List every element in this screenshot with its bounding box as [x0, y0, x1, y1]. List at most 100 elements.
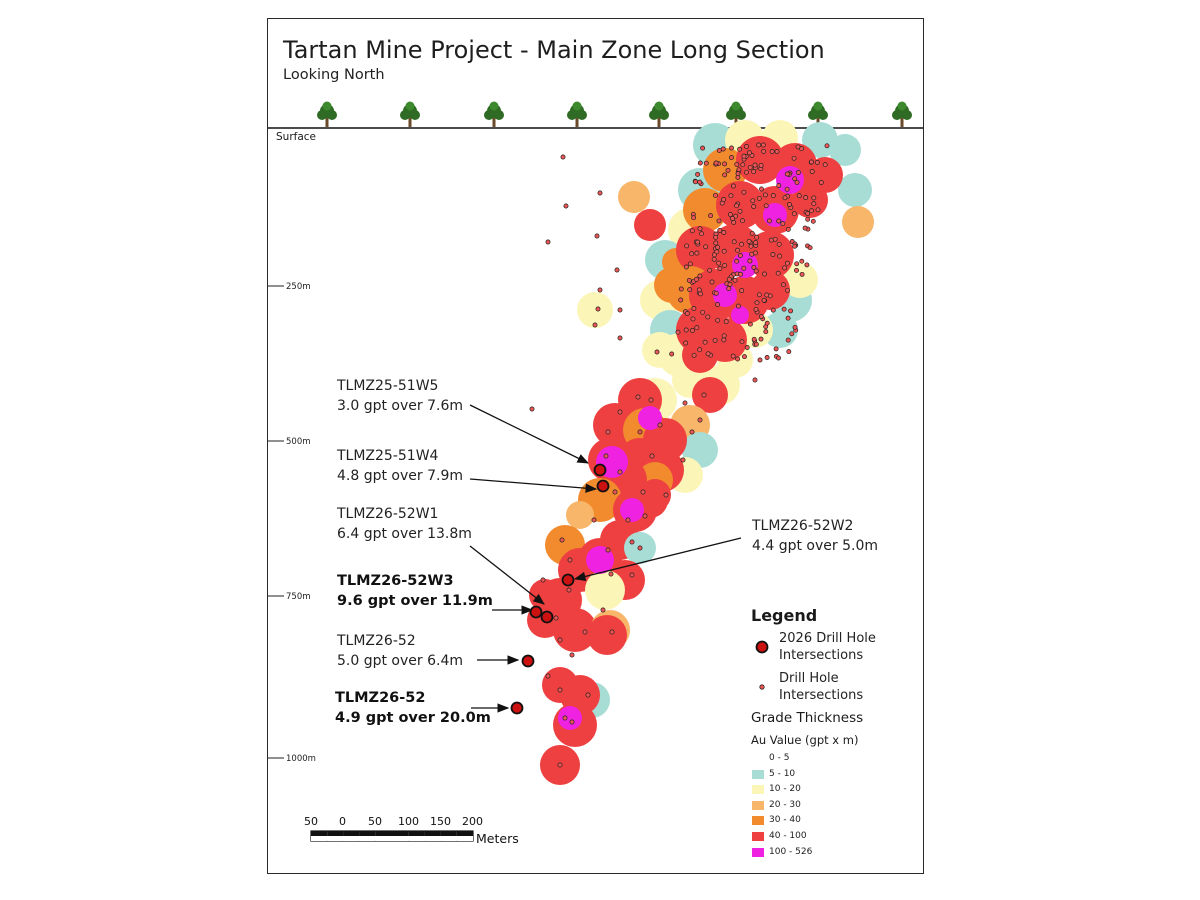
- drill-hole-dot: [731, 219, 737, 225]
- drill-hole-dot: [687, 287, 693, 293]
- scale-segment: [456, 836, 473, 841]
- grade-zone: [782, 262, 818, 298]
- drill-hole-dot: [735, 247, 741, 253]
- drill-hole-dot: [791, 155, 797, 161]
- drill-hole-dot: [716, 260, 722, 266]
- drill-hole-dot: [648, 397, 654, 403]
- drill-hole-dot: [744, 169, 749, 175]
- callout-hole: TLMZ26-52W2: [752, 518, 854, 534]
- drill-hole-dot: [714, 249, 720, 255]
- drill-hole-dot: [608, 571, 614, 577]
- legend-range-label: 5 - 10: [769, 768, 796, 779]
- drill-hole-dot: [692, 179, 698, 185]
- drill-hole-dot: [757, 357, 763, 363]
- drill-hole-dot: [569, 652, 575, 658]
- depth-ticks: [268, 285, 284, 759]
- map-title: Tartan Mine Project - Main Zone Long Sec…: [283, 36, 825, 64]
- depth-label-1000: 1000m: [286, 754, 316, 764]
- legend-swatch: [752, 754, 764, 763]
- drill-hole-dot: [776, 241, 782, 247]
- drill-hole-dot: [792, 243, 798, 249]
- drill-hole-dot: [785, 287, 790, 293]
- drill-hole-dot: [726, 276, 732, 282]
- grade-zone: [802, 122, 838, 158]
- scale-segment: [424, 831, 441, 836]
- drill-hole-dot: [540, 577, 546, 583]
- drill-hole-dot: [732, 277, 738, 283]
- drill-hole-dot: [761, 297, 767, 303]
- drill-hole-dot: [697, 347, 703, 353]
- drill-hole-dot: [734, 203, 740, 209]
- drill-hole-dot: [746, 150, 752, 156]
- legend-swatch: [752, 800, 764, 810]
- drill-hole-dot: [729, 155, 734, 160]
- drill-hole-dot: [529, 406, 535, 412]
- drill-hole-dot: [824, 143, 830, 149]
- drill-hole-dot: [557, 687, 563, 693]
- drill-hole-dot: [799, 146, 805, 152]
- drill-hole-dot: [721, 248, 727, 254]
- drill-hole-dot: [785, 226, 791, 232]
- scale-segment: [440, 831, 457, 836]
- map-subtitle: Looking North: [283, 67, 385, 83]
- drill-hole-dot: [625, 517, 631, 523]
- drill-hole-dot: [784, 186, 790, 192]
- grade-zone: [776, 166, 804, 194]
- drill-hole-dot: [689, 429, 695, 435]
- drill-hole-dot: [713, 234, 719, 240]
- scale-segment: [311, 836, 328, 841]
- drill-hole-dot: [815, 207, 821, 213]
- grade-zone: [642, 332, 678, 368]
- drill-hole-dot: [721, 197, 727, 202]
- drill-hole-dot: [629, 539, 635, 545]
- drill-hole-dot: [702, 339, 708, 345]
- legend-hist-label: Drill Hole Intersections: [779, 670, 863, 704]
- drill-hole-dot: [752, 377, 758, 383]
- drill-hole-dot: [691, 352, 697, 358]
- drill-hole-dot: [770, 307, 776, 313]
- surface-label: Surface: [276, 131, 317, 143]
- legend-title: Legend: [751, 606, 818, 625]
- drill-hole-dot: [700, 145, 706, 151]
- scale-segment: [424, 836, 441, 841]
- drill-hole-dot: [691, 306, 697, 311]
- drill-hole-dot: [711, 256, 717, 262]
- legend-swatch: [752, 785, 764, 795]
- scale-segment: [392, 836, 409, 841]
- drill-hole-dot: [707, 267, 713, 273]
- drill-hole-dot: [700, 309, 706, 315]
- drill-hole-dot: [727, 212, 733, 217]
- drill-hole-dot: [637, 545, 643, 551]
- drill-hole-dot: [822, 162, 828, 168]
- drill-hole-dot: [754, 234, 760, 240]
- drill-hole-dot: [792, 176, 798, 182]
- drill-hole-dot: [791, 211, 797, 217]
- drill-hole-dot: [594, 233, 600, 239]
- scale-segment: [392, 831, 409, 836]
- drill-hole-dot: [761, 148, 767, 154]
- callout-tlmz26-52w2: TLMZ26-52W2 4.4 gpt over 5.0m: [752, 516, 878, 556]
- legend-hist-line-1: Drill Hole: [779, 671, 839, 686]
- tree-icon: [317, 101, 337, 127]
- callout-result: 9.6 gpt over 11.9m: [337, 593, 493, 609]
- drill-hole-dot: [763, 329, 769, 335]
- drill-hole-dot: [762, 192, 768, 198]
- callout-arrow: [469, 545, 545, 605]
- drill-hole-dot: [687, 261, 693, 267]
- grade-zone: [558, 706, 582, 730]
- legend-2026-line-2: Intersections: [779, 648, 864, 663]
- drill-hole-dot: [751, 204, 757, 209]
- drill-hole-dot: [758, 314, 764, 320]
- drill-hole-dot: [744, 345, 750, 350]
- drill-hole-dot: [617, 307, 623, 313]
- drill-hole-dot: [715, 317, 721, 323]
- drill-hole-dot: [694, 325, 700, 331]
- grade-zone: [731, 306, 749, 324]
- grade-zone: [618, 181, 650, 213]
- drill-hole-dot: [689, 228, 695, 234]
- drill-hole-dot: [754, 300, 760, 306]
- callout-arrow: [573, 537, 742, 582]
- drill-hole-dot: [603, 453, 609, 459]
- drill-2026-dot: [510, 701, 524, 715]
- drill-hole-dot: [762, 271, 767, 277]
